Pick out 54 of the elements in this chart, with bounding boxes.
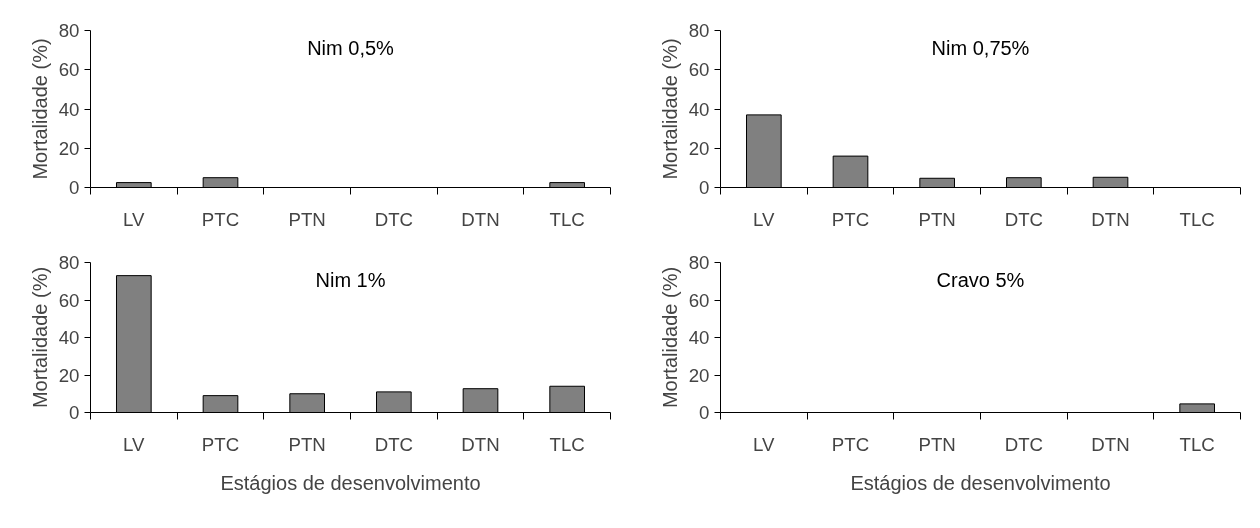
y-axis-title: Mortalidade (%) (28, 38, 51, 180)
x-tick-label: PTC (831, 433, 870, 455)
x-tick-label: PTN (918, 433, 956, 455)
y-tick-label: 20 (58, 137, 80, 159)
y-tick-label: 20 (688, 364, 710, 386)
y-tick-label: 80 (58, 252, 80, 273)
y-tick-label: 80 (688, 252, 710, 273)
x-tick-label: PTN (288, 208, 326, 230)
x-axis-title: Estágios de desenvolvimento (850, 471, 1111, 494)
y-tick-label: 20 (58, 364, 80, 386)
y-tick-label: 0 (699, 402, 710, 423)
x-tick-label: LV (753, 433, 776, 455)
y-tick-label: 60 (688, 289, 710, 311)
x-tick-label: DTC (1004, 208, 1044, 230)
x-axis-title: Estágios de desenvolvimento (220, 471, 481, 494)
y-tick-label: 40 (688, 327, 710, 348)
y-axis-title: Mortalidade (%) (658, 38, 681, 180)
y-tick-label: 60 (58, 289, 80, 311)
x-tick-label: PTN (288, 433, 326, 455)
x-tick-label: TLC (549, 433, 585, 455)
y-tick-label: 40 (58, 98, 80, 120)
chart-title: Cravo 5% (936, 268, 1025, 291)
x-tick-label: TLC (549, 208, 585, 230)
y-tick-label: 40 (688, 98, 710, 120)
x-tick-label: PTC (831, 208, 870, 230)
x-tick-label: LV (123, 433, 146, 455)
x-tick-label: PTC (201, 208, 240, 230)
x-tick-label: LV (753, 208, 776, 230)
x-tick-label: DTC (1004, 433, 1044, 455)
x-tick-label: DTC (374, 433, 414, 455)
y-axis-title: Mortalidade (%) (28, 266, 51, 409)
x-tick-label: LV (123, 208, 146, 230)
y-tick-label: 80 (58, 20, 80, 41)
y-tick-label: 80 (688, 20, 710, 41)
x-tick-label: DTN (1091, 208, 1130, 230)
y-tick-label: 20 (688, 137, 710, 159)
y-tick-label: 60 (58, 59, 80, 81)
chart-title: Nim 0,5% (307, 36, 395, 59)
y-tick-label: 40 (58, 327, 80, 348)
x-tick-label: TLC (1179, 208, 1215, 230)
y-tick-label: 0 (699, 177, 710, 198)
chart-title: Nim 1% (315, 268, 386, 291)
y-tick-label: 0 (69, 402, 80, 423)
x-tick-label: DTC (374, 208, 414, 230)
x-tick-label: PTC (201, 433, 240, 455)
x-tick-label: DTN (1091, 433, 1130, 455)
x-tick-label: PTN (918, 208, 956, 230)
chart-title: Nim 0,75% (931, 36, 1030, 59)
y-tick-label: 0 (69, 177, 80, 198)
x-tick-label: DTN (461, 208, 500, 230)
y-tick-label: 60 (688, 59, 710, 81)
x-tick-label: TLC (1179, 433, 1215, 455)
x-tick-label: DTN (461, 433, 500, 455)
y-axis-title: Mortalidade (%) (658, 266, 681, 409)
